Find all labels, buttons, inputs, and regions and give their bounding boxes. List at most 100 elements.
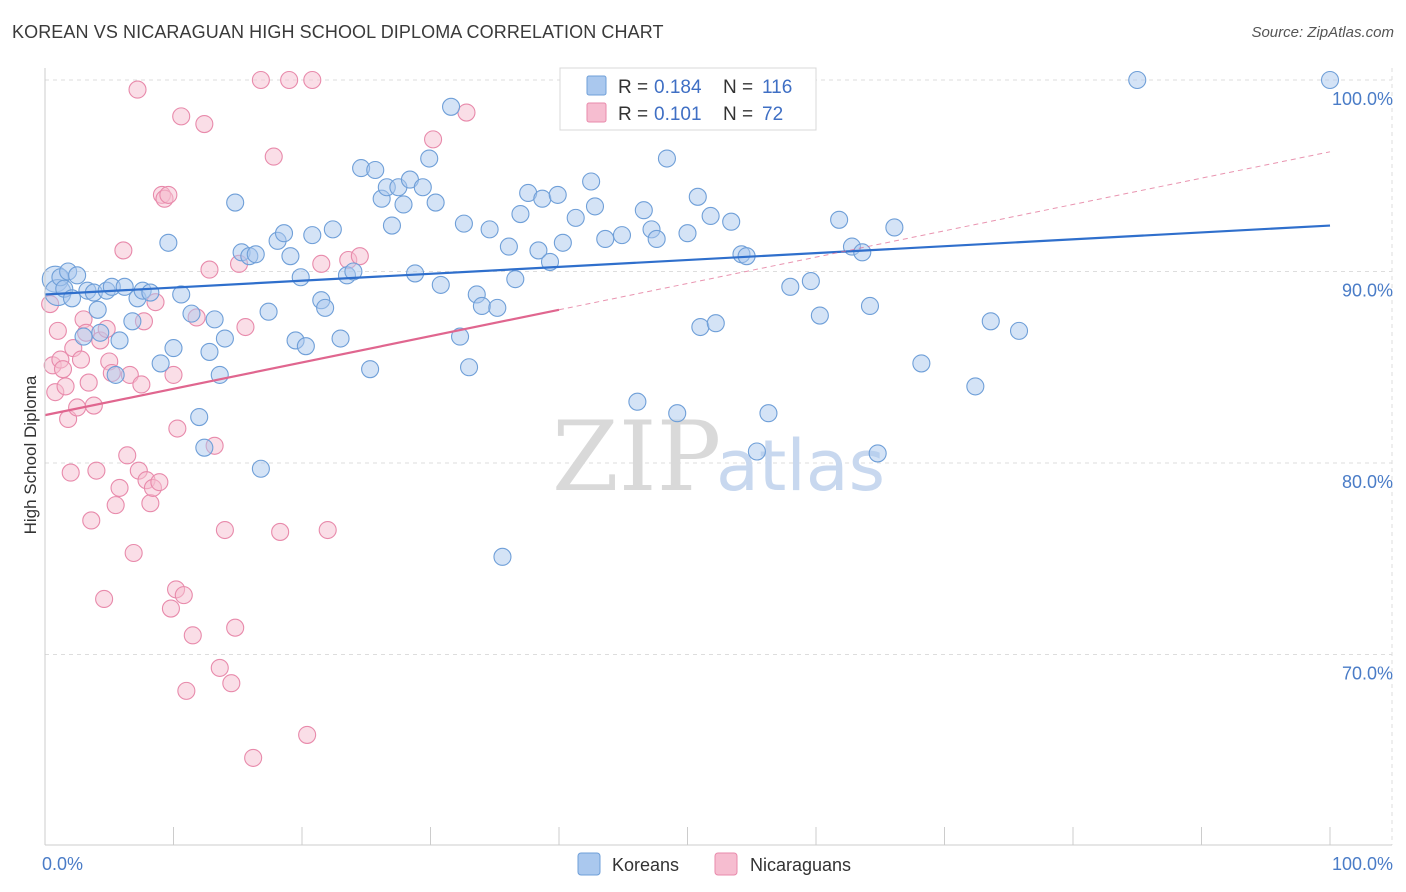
- korean-point-82: [553, 233, 572, 252]
- korean-point-108: [830, 210, 849, 229]
- nicaraguan-point-55: [222, 674, 241, 693]
- nicaraguan-point-46: [174, 586, 193, 605]
- nicaraguan-point-66: [312, 254, 331, 273]
- korean-point-87: [596, 229, 615, 248]
- korean-point-104: [759, 404, 778, 423]
- series-legend: Koreans Nicaraguans: [577, 852, 851, 876]
- korean-point-15: [110, 331, 129, 350]
- korean-point-94: [668, 404, 687, 423]
- y-tick-labels: 70.0% 80.0% 90.0% 100.0%: [1332, 89, 1393, 684]
- korean-point-64: [431, 275, 450, 294]
- korean-point-66: [451, 327, 470, 346]
- watermark-atlas: atlas: [716, 425, 885, 507]
- korean-point-90: [634, 201, 653, 220]
- korean-point-81: [548, 185, 567, 204]
- nicaraguan-point-41: [161, 599, 180, 618]
- korean-point-25: [182, 304, 201, 323]
- korean-point-105: [781, 277, 800, 296]
- bottom-legend-koreans: Koreans: [612, 855, 679, 875]
- korean-point-20: [141, 283, 160, 302]
- nicaraguan-point-60: [251, 70, 270, 90]
- korean-point-44: [303, 226, 322, 245]
- korean-point-110: [853, 243, 872, 262]
- nicaraguan-point-58: [236, 317, 255, 337]
- korean-point-28: [200, 342, 219, 361]
- korean-point-61: [413, 178, 432, 197]
- korean-point-93: [657, 149, 676, 168]
- korean-point-56: [382, 216, 402, 235]
- korean-point-68: [459, 358, 479, 377]
- nicaraguan-point-25: [114, 241, 133, 260]
- y-tick-label-70: 70.0%: [1342, 664, 1393, 684]
- korean-point-114: [912, 354, 931, 373]
- korean-point-53: [366, 160, 385, 180]
- nicaraguan-point-40: [159, 185, 178, 204]
- x-tick-label-max: 100.0%: [1332, 854, 1393, 874]
- korean-point-70: [472, 296, 491, 316]
- nicaraguan-point-37: [150, 473, 169, 492]
- nicaraguan-point-61: [264, 147, 283, 166]
- korean-point-117: [1009, 321, 1029, 340]
- nicaraguan-point-50: [195, 114, 214, 134]
- nicaraguan-point-6: [56, 377, 75, 396]
- korean-point-96: [688, 187, 707, 206]
- nicaraguan-point-44: [168, 419, 187, 438]
- korean-point-100: [722, 212, 741, 231]
- korean-point-84: [566, 208, 585, 227]
- korean-point-26: [190, 407, 209, 427]
- y-tick-label-100: 100.0%: [1332, 89, 1393, 109]
- korean-point-113: [885, 218, 904, 237]
- nicaraguan-point-65: [303, 70, 322, 90]
- korean-point-74: [499, 237, 518, 256]
- nicaraguan-point-62: [271, 522, 290, 541]
- korean-point-22: [159, 233, 178, 252]
- korean-point-98: [701, 206, 720, 226]
- nicaraguan-point-71: [457, 103, 476, 122]
- korean-point-29: [205, 310, 224, 329]
- x-tick-labels: 0.0% 100.0%: [42, 854, 1393, 874]
- nicaraguan-point-23: [106, 496, 125, 515]
- chart-title: KOREAN VS NICARAGUAN HIGH SCHOOL DIPLOMA…: [12, 22, 664, 42]
- nicaraguan-point-51: [200, 260, 219, 279]
- korean-point-42: [291, 268, 310, 287]
- nicaraguan-point-64: [298, 725, 317, 744]
- legend-koreans-n-value: 116: [762, 77, 792, 98]
- y-tick-label-80: 80.0%: [1342, 472, 1393, 492]
- korean-point-36: [251, 459, 270, 478]
- nicaraguan-point-3: [48, 321, 67, 340]
- axes: [44, 68, 1392, 846]
- korean-point-11: [91, 323, 110, 342]
- nicaraguan-point-19: [95, 589, 114, 609]
- nicaraguan-trendline: [44, 308, 560, 417]
- nicaraguan-point-45: [172, 107, 191, 126]
- nicaraguan-point-17: [87, 461, 106, 480]
- stats-legend: R = 0.184 N = 116 R = 0.101 N = 72: [559, 67, 817, 131]
- legend-swatch-nicaraguans: [586, 102, 607, 123]
- korean-point-71: [480, 220, 499, 239]
- nicaraguan-point-29: [128, 80, 147, 99]
- nicaraguan-point-63: [280, 70, 299, 90]
- korean-point-107: [810, 306, 829, 325]
- korean-point-10: [88, 300, 107, 319]
- watermark-zip: ZIP: [552, 401, 721, 513]
- legend-nicaraguans-r-label: R =: [618, 104, 648, 125]
- nicaraguan-point-5: [53, 360, 73, 379]
- korean-point-103: [747, 442, 766, 461]
- legend-nicaraguans-n-label: N =: [723, 104, 753, 125]
- korean-point-58: [394, 195, 413, 214]
- korean-point-115: [966, 377, 985, 396]
- korean-point-47: [323, 220, 342, 239]
- korean-point-23: [164, 339, 183, 358]
- korean-point-92: [647, 229, 666, 248]
- trendlines: [44, 151, 1331, 417]
- korean-point-63: [426, 193, 445, 212]
- bottom-legend-swatch-nicaraguans: [714, 852, 738, 876]
- korean-point-62: [420, 149, 439, 168]
- korean-point-35: [246, 245, 265, 264]
- bottom-legend-swatch-koreans: [577, 852, 601, 876]
- nicaraguan-point-56: [226, 618, 245, 637]
- korean-point-43: [296, 337, 315, 356]
- nicaraguan-point-14: [79, 373, 98, 392]
- korean-point-111: [860, 296, 880, 316]
- korean-point-97: [691, 317, 710, 337]
